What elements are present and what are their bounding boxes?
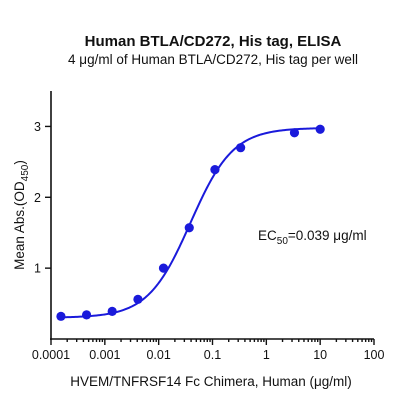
data-point bbox=[236, 143, 246, 153]
data-point bbox=[56, 311, 66, 321]
fit-curve bbox=[60, 127, 321, 319]
y-axis-label-prefix: Mean Abs.(OD bbox=[12, 181, 27, 270]
x-tick-label: 100 bbox=[364, 348, 385, 362]
x-tick-label: 1 bbox=[263, 348, 270, 362]
data-point bbox=[210, 165, 220, 175]
data-point bbox=[184, 223, 194, 233]
ec50-annotation-prefix: EC bbox=[258, 228, 277, 243]
y-axis-label-suffix: ) bbox=[12, 160, 27, 165]
data-point bbox=[81, 310, 92, 320]
data-point bbox=[133, 294, 143, 304]
ec50-annotation-subscript: 50 bbox=[277, 236, 289, 247]
data-point bbox=[315, 124, 325, 134]
x-axis-label: HVEM/TNFRSF14 Fc Chimera, Human (μg/ml) bbox=[70, 374, 352, 389]
y-tick-label: 3 bbox=[34, 120, 41, 134]
y-axis-label: Mean Abs.(OD450) bbox=[12, 160, 31, 270]
plot-area: 0.0001 0.001 0.01 0.1 1 10 100 1 2 3 bbox=[32, 91, 385, 362]
ec50-annotation-value: =0.039 μg/ml bbox=[288, 228, 367, 243]
ec50-annotation: EC50=0.039 μg/ml bbox=[258, 228, 367, 247]
y-axis-label-subscript: 450 bbox=[20, 164, 31, 181]
chart-title: Human BTLA/CD272, His tag, ELISA bbox=[85, 33, 342, 50]
x-tick-label: 0.001 bbox=[89, 348, 120, 362]
chart-subtitle: 4 μg/ml of Human BTLA/CD272, His tag per… bbox=[68, 52, 358, 67]
x-tick-label: 0.1 bbox=[204, 348, 221, 362]
y-tick-label: 1 bbox=[34, 262, 41, 276]
y-tick-label: 2 bbox=[34, 191, 41, 205]
x-tick-label: 0.0001 bbox=[32, 348, 70, 362]
data-point bbox=[158, 263, 169, 273]
data-point bbox=[289, 128, 300, 138]
data-point bbox=[107, 306, 117, 316]
x-tick-label: 10 bbox=[313, 348, 327, 362]
x-tick-label: 0.01 bbox=[146, 348, 170, 362]
